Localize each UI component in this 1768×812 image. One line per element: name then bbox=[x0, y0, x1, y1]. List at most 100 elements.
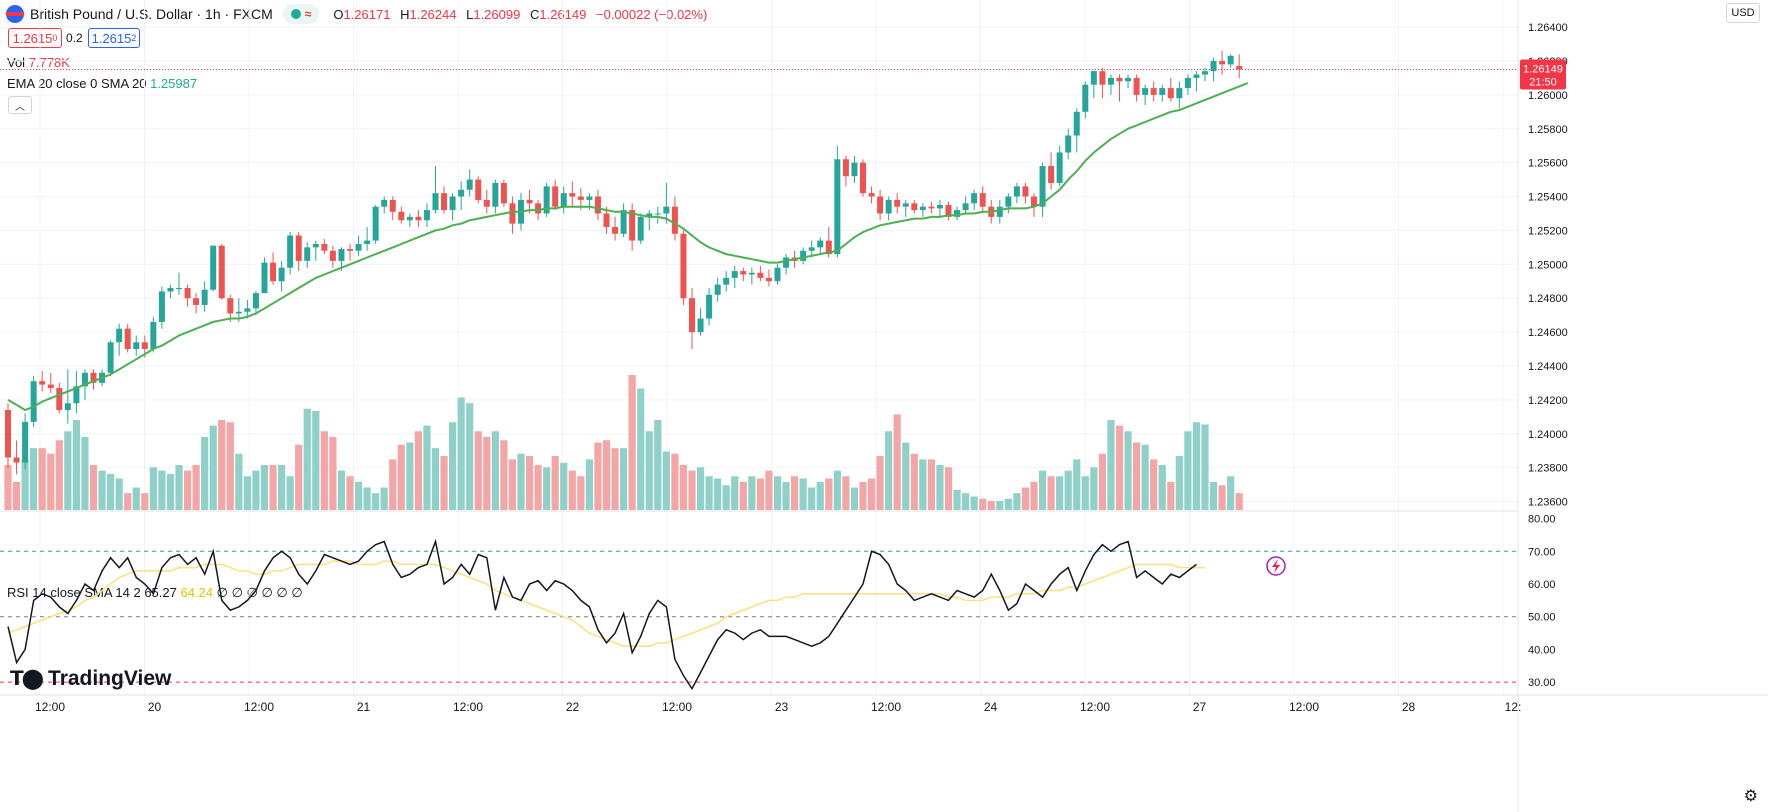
candle-body bbox=[415, 216, 422, 221]
rsi-legend[interactable]: RSI 14 close SMA 14 2 65.27 64.24 ∅ ∅ ∅ … bbox=[7, 585, 303, 601]
price-tick-label: 1.24000 bbox=[1528, 429, 1568, 441]
volume-bar bbox=[312, 411, 320, 510]
volume-bar bbox=[226, 422, 234, 510]
ema-legend[interactable]: EMA 20 close 0 SMA 20 1.25987 bbox=[7, 76, 197, 91]
candle-body bbox=[842, 159, 849, 177]
sell-price: 1.2615 bbox=[12, 30, 53, 46]
candle-body bbox=[13, 457, 20, 463]
price-tick-label: 1.25600 bbox=[1528, 158, 1568, 170]
time-tick-label: 28 bbox=[1402, 700, 1416, 714]
volume-bar bbox=[1184, 431, 1192, 510]
buy-button[interactable]: 1.2615 2 bbox=[88, 28, 140, 48]
volume-bar bbox=[953, 489, 961, 510]
volume-bar bbox=[517, 453, 525, 510]
candle-body bbox=[304, 247, 311, 261]
volume-bar bbox=[64, 431, 72, 510]
candle-body bbox=[1236, 66, 1243, 70]
open-value: 1.26171 bbox=[343, 6, 391, 22]
candle-body bbox=[594, 196, 601, 214]
candle-body bbox=[432, 193, 439, 211]
candle-body bbox=[423, 210, 430, 221]
candle-body bbox=[167, 288, 174, 292]
volume-bar bbox=[423, 425, 431, 510]
price-tick-label: 1.24600 bbox=[1528, 327, 1568, 339]
time-tick-label: 21 bbox=[357, 700, 371, 714]
tradingview-wordmark: TradingView bbox=[48, 666, 172, 690]
volume-legend[interactable]: Vol 7.778K bbox=[7, 55, 70, 70]
time-tick-label: 12:00 bbox=[662, 700, 692, 714]
volume-bar bbox=[637, 388, 645, 510]
candle-body bbox=[979, 193, 986, 207]
volume-bar bbox=[714, 478, 722, 510]
candle-body bbox=[552, 186, 559, 207]
volume-bar bbox=[893, 414, 901, 510]
open-label: O bbox=[333, 6, 344, 22]
candle-body bbox=[39, 381, 46, 385]
collapse-legend-button[interactable]: ︿ bbox=[8, 96, 32, 114]
volume-bar bbox=[782, 481, 790, 510]
time-tick-label: 23 bbox=[775, 700, 789, 714]
volume-bar bbox=[1227, 476, 1235, 510]
volume-bar bbox=[919, 459, 927, 510]
volume-bars bbox=[4, 375, 1243, 510]
volume-bar bbox=[611, 448, 619, 510]
symbol-title[interactable]: British Pound / U.S. Dollar · 1h · FXCM bbox=[30, 6, 273, 22]
low-label: L bbox=[466, 6, 474, 22]
volume-bar bbox=[474, 431, 482, 510]
volume-bar bbox=[867, 478, 876, 510]
candle-body bbox=[560, 193, 567, 207]
volume-bar bbox=[551, 456, 559, 510]
volume-bar bbox=[1107, 420, 1115, 510]
market-status-pill[interactable]: ≈ bbox=[282, 4, 320, 24]
candle-body bbox=[757, 272, 764, 278]
volume-bar bbox=[1004, 498, 1012, 510]
symbol-header: British Pound / U.S. Dollar · 1h · FXCM … bbox=[6, 3, 713, 25]
volume-bar bbox=[773, 476, 782, 510]
time-tick-label: 12:00 bbox=[244, 700, 274, 714]
volume-bar bbox=[987, 501, 995, 510]
volume-bar bbox=[166, 474, 175, 510]
volume-bar bbox=[1013, 493, 1021, 510]
volume-bar bbox=[1115, 425, 1124, 510]
rsi-legend-label: RSI 14 close SMA 14 2 bbox=[7, 585, 141, 600]
volume-bar bbox=[850, 487, 859, 510]
volume-bar bbox=[748, 476, 756, 510]
volume-bar bbox=[21, 459, 29, 510]
volume-bar bbox=[4, 465, 12, 510]
candle-body bbox=[235, 311, 242, 314]
volume-bar bbox=[808, 487, 816, 510]
candle-body bbox=[1125, 77, 1132, 82]
volume-bar bbox=[158, 470, 166, 510]
close-value: 1.26149 bbox=[539, 6, 587, 22]
price-tick-label: 1.26200 bbox=[1528, 56, 1568, 68]
candle-body bbox=[808, 247, 815, 251]
currency-button[interactable]: USD bbox=[1726, 3, 1760, 23]
candle-body bbox=[1150, 88, 1157, 95]
candle-body bbox=[227, 298, 234, 314]
candle-body bbox=[210, 245, 217, 290]
sell-button[interactable]: 1.2615 0 bbox=[8, 28, 62, 48]
volume-bar bbox=[534, 465, 542, 510]
candle-body bbox=[774, 267, 781, 282]
volume-bar bbox=[389, 459, 397, 510]
candle-body bbox=[714, 284, 721, 295]
volume-bar bbox=[1124, 431, 1132, 510]
rsi-tick-label: 50.00 bbox=[1528, 612, 1556, 624]
volume-bar bbox=[1047, 476, 1055, 510]
gear-icon[interactable]: ⚙ bbox=[1743, 788, 1758, 805]
price-tick-label: 1.24400 bbox=[1528, 361, 1568, 373]
candle-body bbox=[800, 250, 807, 261]
volume-bar bbox=[260, 465, 269, 510]
volume-bar bbox=[466, 403, 474, 510]
tradingview-logo[interactable]: 𝗧⬤ TradingView bbox=[10, 666, 171, 691]
candle-body bbox=[1022, 186, 1029, 197]
volume-bar bbox=[585, 459, 593, 510]
volume-bar bbox=[38, 448, 46, 510]
volume-bar bbox=[1158, 465, 1166, 510]
candle-body bbox=[919, 206, 926, 211]
volume-bar bbox=[765, 470, 773, 510]
volume-bar bbox=[175, 465, 183, 510]
candle-body bbox=[338, 249, 345, 261]
volume-bar bbox=[192, 465, 200, 510]
